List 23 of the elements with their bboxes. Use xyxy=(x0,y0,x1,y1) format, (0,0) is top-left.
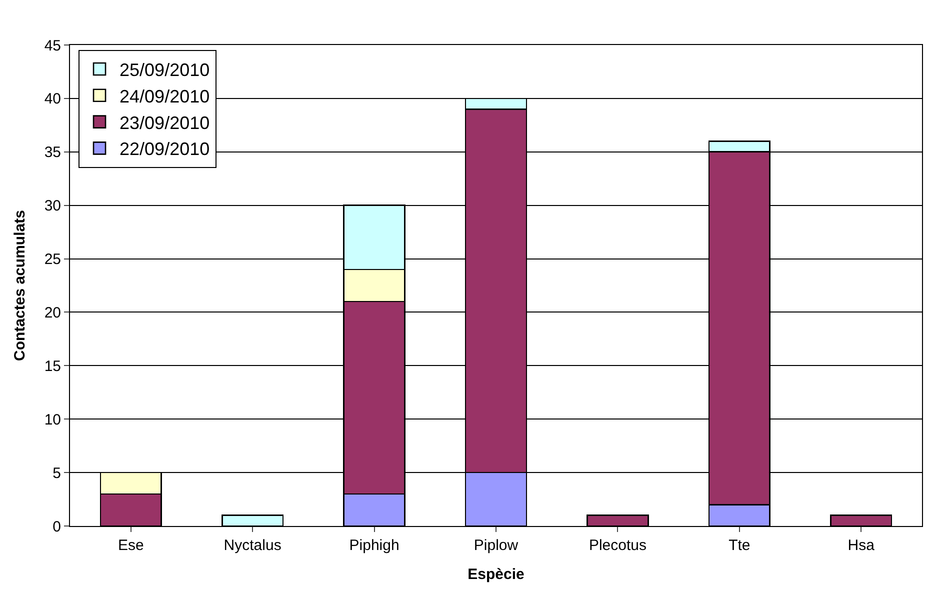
y-tick-label: 35 xyxy=(44,144,61,162)
y-tick-label: 30 xyxy=(44,198,61,215)
x-tick-label: Piplow xyxy=(474,537,518,554)
x-tick-label: Hsa xyxy=(848,537,876,554)
x-axis-title: Espècie xyxy=(468,566,524,583)
legend-label: 25/09/2010 xyxy=(120,60,210,80)
y-tick-label: 40 xyxy=(44,90,61,108)
x-tick-label: Piphigh xyxy=(349,537,400,554)
y-tick-label: 0 xyxy=(52,518,61,536)
y-tick-label: 5 xyxy=(52,464,61,482)
y-tick-label: 15 xyxy=(44,358,61,375)
y-tick-label: 25 xyxy=(44,251,61,268)
y-tick-label: 10 xyxy=(44,411,61,428)
x-tick-label: Nyctalus xyxy=(224,537,282,554)
legend-label: 23/09/2010 xyxy=(120,112,210,133)
x-tick-label: Ese xyxy=(118,537,144,554)
legend-label: 22/09/2010 xyxy=(120,139,210,160)
legend-label: 24/09/2010 xyxy=(120,86,210,106)
x-tick-label: Plecotus xyxy=(588,537,646,554)
y-axis-title: Contactes acumulats xyxy=(12,210,29,361)
x-tick-label: Tte xyxy=(728,537,750,554)
y-tick-label: 45 xyxy=(44,37,61,54)
y-tick-label: 20 xyxy=(44,304,61,322)
